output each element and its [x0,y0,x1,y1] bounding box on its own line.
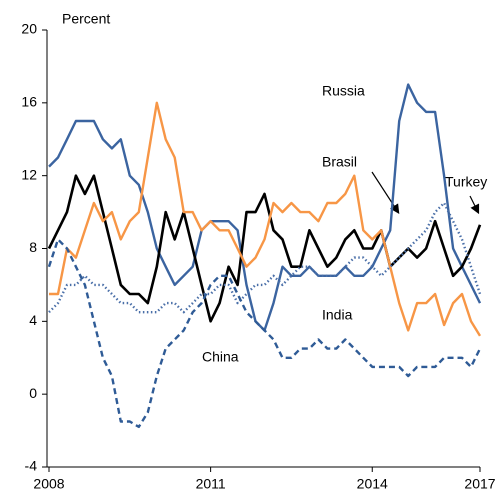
arrow [469,195,480,215]
y-tick-label: -4 [25,458,38,474]
arrow [371,171,400,215]
series-line [47,174,482,323]
x-tick-label: 2017 [464,476,495,492]
y-axis-label: Percent [62,11,110,27]
series-line [48,201,482,314]
y-tick-label: 8 [29,239,37,255]
series-label: Russia [322,83,365,99]
x-tick-label: 2014 [357,476,388,492]
series-line [49,101,482,337]
y-tick-label: 4 [29,312,37,328]
series-label: Brasil [322,154,357,170]
x-tick-label: 2011 [196,476,226,492]
series-line [48,83,482,332]
y-tick-label: 0 [29,385,37,401]
series-label: China [202,349,239,365]
y-tick-label: 12 [21,166,37,182]
series-line [47,238,482,429]
series-label: Turkey [445,174,487,190]
y-tick-label: 20 [21,21,37,37]
y-tick-label: 16 [21,94,37,110]
x-tick-label: 2008 [33,476,64,492]
series-label: India [322,307,353,323]
